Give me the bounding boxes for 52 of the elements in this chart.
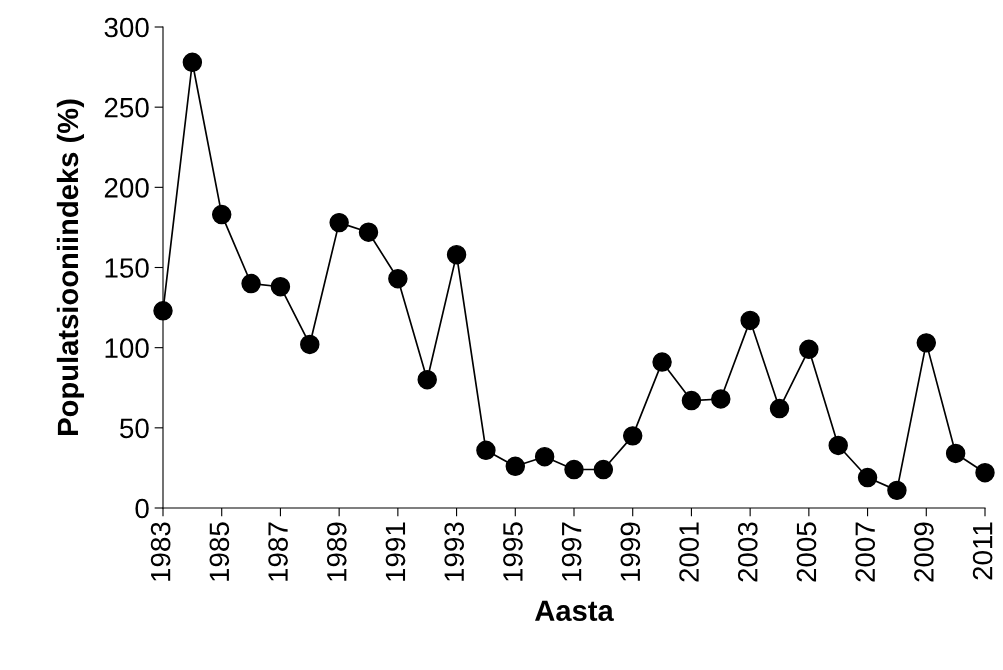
point [799, 339, 819, 359]
point [857, 467, 878, 488]
x-tick-label: 2001 [679, 522, 699, 582]
point [828, 435, 848, 456]
point [945, 443, 966, 464]
x-tick-label: 1991 [385, 522, 406, 581]
x-tick-label: 1999 [620, 522, 641, 581]
point [534, 446, 555, 467]
point [622, 426, 643, 446]
y-tick-label: 150 [105, 258, 149, 278]
point [241, 273, 261, 294]
y-axis-title: Populatsiooniindeks (%) [56, 99, 85, 435]
y-tick-label: 0 [135, 498, 149, 519]
point [681, 390, 702, 411]
x-tick-label: 1989 [326, 522, 347, 581]
point [211, 204, 232, 225]
x-tick-label: 1997 [561, 522, 582, 581]
point [417, 370, 437, 390]
point [916, 333, 937, 353]
point [270, 277, 291, 297]
x-tick-label: 2005 [796, 522, 817, 582]
point [388, 269, 408, 289]
point [652, 352, 672, 372]
point [329, 212, 349, 233]
y-tick-label: 300 [104, 17, 149, 38]
y-tick-label: 50 [120, 418, 149, 439]
x-tick-label: 2003 [737, 522, 758, 582]
point [769, 398, 790, 419]
point [505, 456, 526, 477]
x-axis-title: Aasta [535, 600, 614, 622]
point [740, 310, 760, 331]
point [182, 52, 203, 72]
point [446, 244, 467, 265]
x-tick-label: 1983 [150, 522, 171, 581]
y-tick-label: 100 [105, 338, 149, 359]
point [300, 334, 320, 355]
point [476, 440, 496, 461]
point [887, 480, 907, 501]
point [975, 463, 995, 483]
x-tick-label: 2011 [972, 522, 993, 580]
point [711, 389, 731, 409]
x-tick-label: 1985 [209, 522, 230, 581]
point [593, 459, 614, 480]
x-tick-label: 1995 [503, 522, 523, 581]
x-tick-label: 1987 [268, 522, 288, 581]
point [358, 222, 379, 242]
x-tick-label: 1993 [444, 522, 465, 581]
y-tick-label: 250 [104, 97, 149, 118]
x-tick-label: 2009 [914, 522, 934, 582]
y-tick-label: 200 [104, 178, 149, 198]
point [564, 459, 584, 480]
x-tick-label: 2007 [855, 522, 876, 582]
